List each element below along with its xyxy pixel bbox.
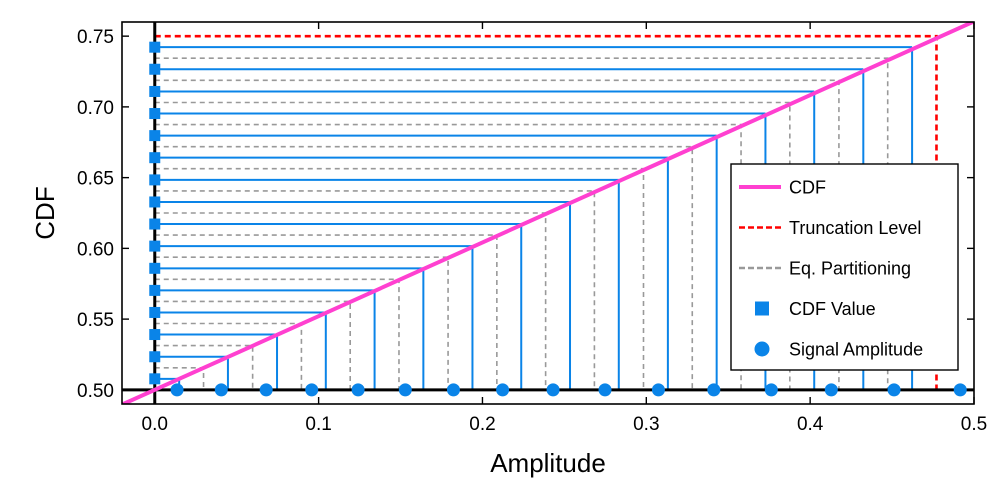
signal-amplitude-marker-0: [170, 383, 184, 397]
x-tick-label-3: 0.3: [633, 414, 659, 435]
legend: CDF Truncation Level Eq. Partitioning CDF V…: [730, 163, 959, 371]
signal-amplitude-marker-6: [446, 383, 460, 397]
cdf-value-marker-2: [149, 329, 161, 341]
legend-label: Truncation Level: [789, 218, 921, 238]
partition-line-1: [154, 344, 254, 390]
signal-amplitude-marker-13: [824, 383, 838, 397]
signal-amplitude-marker-14: [887, 383, 901, 397]
y-tick-label-0: 0.50: [77, 381, 114, 402]
cdf-line: [122, 22, 974, 404]
y-tick-label-2: 0.60: [77, 239, 114, 260]
cdf-value-marker-10: [149, 152, 161, 164]
signal-amplitude-marker-15: [953, 383, 967, 397]
cdf-value-marker-5: [149, 262, 161, 274]
legend-label: CDF Value: [789, 299, 876, 319]
y-tick-label-3: 0.65: [77, 169, 114, 190]
cdf-value-marker-14: [149, 63, 161, 75]
x-tick-label-0: 0.0: [142, 414, 168, 435]
signal-amplitude-marker-7: [496, 383, 510, 397]
plot-frame: [121, 21, 975, 405]
legend-swatch-square: [755, 301, 769, 316]
x-tick-label-4: 0.4: [797, 414, 824, 435]
legend-entry-truncation-level: Truncation Level: [739, 218, 921, 238]
partition-line-12: [154, 101, 791, 390]
cdf-value-marker-8: [149, 196, 161, 208]
cdf-value-marker-15: [149, 41, 161, 53]
x-tick-label-1: 0.1: [305, 414, 331, 435]
legend-entry-cdf-value: CDF Value: [755, 299, 876, 319]
signal-amplitude-marker-3: [305, 383, 319, 397]
legend-label: Eq. Partitioning: [789, 259, 911, 279]
cdf-value-marker-7: [149, 218, 161, 230]
legend-entry-signal-amplitude: Signal Amplitude: [754, 340, 923, 360]
cdf-value-marker-4: [149, 284, 161, 296]
signal-amplitude-marker-4: [351, 383, 365, 397]
axes: 0.0 0.1 0.2 0.3 0.4 0.5 0.50 0.55 0.60 0.65 0.70 0.…: [77, 21, 987, 435]
legend-entry-cdf: CDF: [739, 178, 826, 198]
legend-entry-eq-partitioning: Eq. Partitioning: [739, 259, 911, 279]
partition-line-5: [154, 256, 449, 390]
cdf-value-marker-1: [149, 351, 161, 363]
legend-label: Signal Amplitude: [789, 340, 923, 360]
partition-line-3: [154, 300, 351, 390]
y-tick-label-5: 0.75: [77, 27, 114, 48]
signal-amplitude-marker-12: [764, 383, 778, 397]
y-axis-title: CDF: [30, 186, 60, 239]
x-axis-title: Amplitude: [490, 448, 606, 478]
signal-amplitude-marker-8: [546, 383, 560, 397]
cdf-value-marker-11: [149, 130, 161, 142]
signal-amplitude-marker-11: [707, 383, 721, 397]
x-tick-label-5: 0.5: [961, 414, 987, 435]
cdf-value-marker-3: [149, 306, 161, 318]
cdf-value-marker-0: [149, 373, 161, 385]
x-tick-label-2: 0.2: [469, 414, 495, 435]
signal-amplitude-marker-10: [651, 383, 665, 397]
partition-line-8: [154, 190, 596, 390]
cdf-value-marker-6: [149, 240, 161, 252]
y-tick-label-4: 0.70: [77, 98, 114, 119]
cdf-value-marker-9: [149, 174, 161, 186]
legend-label: CDF: [789, 178, 826, 198]
legend-swatch-circle: [754, 341, 770, 357]
signal-amplitude-marker-5: [398, 383, 412, 397]
cdf-value-marker-12: [149, 108, 161, 120]
cdf-value-marker-13: [149, 85, 161, 97]
signal-amplitude-marker-1: [214, 383, 228, 397]
signal-amplitude-marker-2: [259, 383, 273, 397]
signal-amplitude-marker-9: [598, 383, 612, 397]
y-tick-label-1: 0.55: [77, 310, 114, 331]
